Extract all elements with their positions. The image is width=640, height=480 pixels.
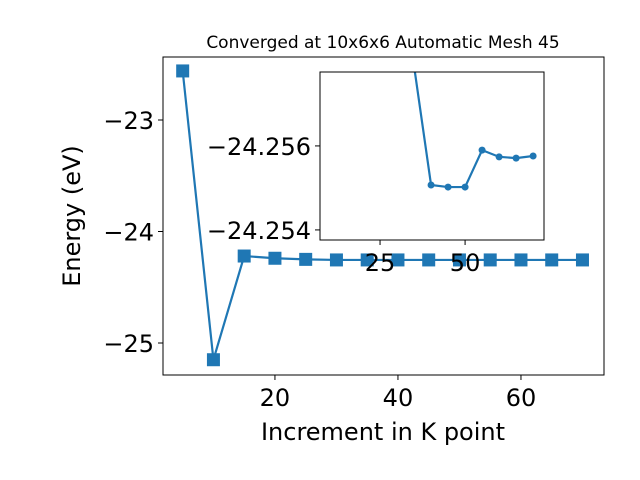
- x-tick-label: 20: [260, 384, 291, 412]
- marker: [427, 181, 435, 189]
- x-axis-label: Increment in K point: [261, 418, 505, 446]
- marker: [512, 154, 520, 162]
- marker: [237, 249, 251, 263]
- marker: [529, 152, 537, 160]
- plot-data: [176, 64, 589, 367]
- marker: [514, 253, 528, 267]
- marker: [495, 153, 503, 161]
- chart-title: Converged at 10x6x6 Automatic Mesh 45: [206, 33, 559, 53]
- x-tick-label: 50: [450, 249, 481, 277]
- marker: [299, 252, 313, 266]
- marker: [329, 253, 343, 267]
- y-tick-label: −25: [103, 330, 154, 358]
- marker: [483, 253, 497, 267]
- plot-frame: [319, 71, 545, 241]
- y-tick-label: −24.256: [207, 133, 311, 161]
- marker: [422, 253, 436, 267]
- marker: [391, 253, 405, 267]
- plot-area: [320, 72, 544, 240]
- y-tick-label: −23: [103, 107, 154, 135]
- marker: [176, 64, 190, 78]
- x-tick-label: 25: [365, 249, 396, 277]
- marker: [268, 251, 282, 265]
- marker: [360, 253, 374, 267]
- marker: [575, 253, 589, 267]
- marker: [444, 183, 452, 191]
- marker: [461, 183, 469, 191]
- y-tick-label: −24: [103, 218, 154, 246]
- x-tick-label: 40: [383, 384, 414, 412]
- y-axis-label: Energy (eV): [58, 145, 86, 287]
- x-tick-label: 60: [506, 384, 537, 412]
- marker: [452, 253, 466, 267]
- y-tick-label: −24.254: [207, 217, 311, 245]
- marker: [478, 146, 486, 154]
- marker: [206, 353, 220, 367]
- plot-data: [413, 72, 537, 191]
- marker: [545, 253, 559, 267]
- plot-frame: [162, 56, 605, 376]
